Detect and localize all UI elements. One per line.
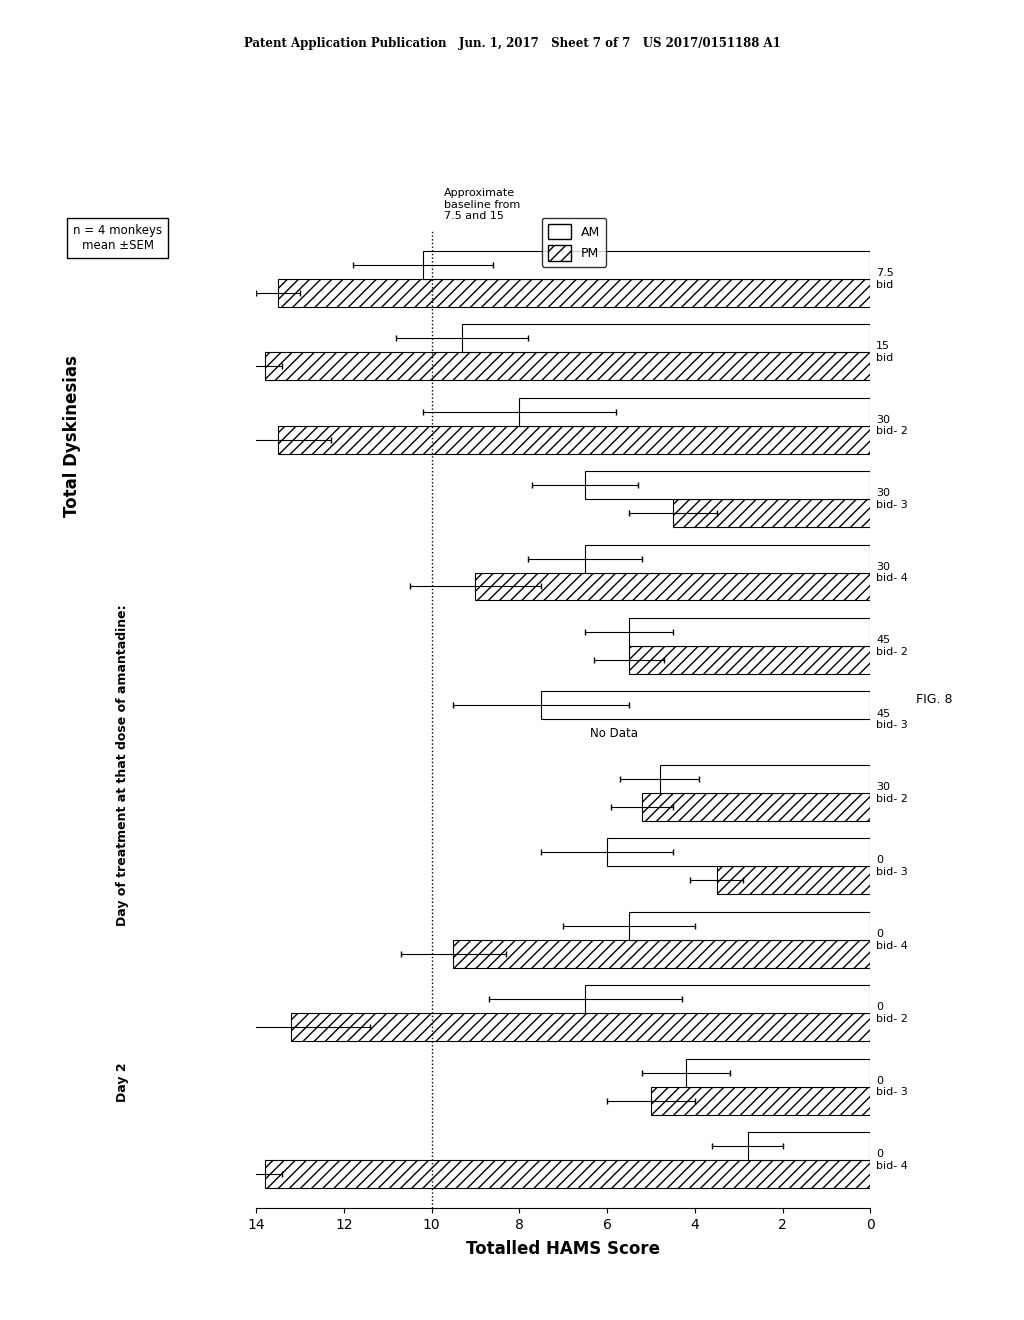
Bar bbox=[585, 985, 870, 1014]
Text: No Data: No Data bbox=[590, 727, 638, 739]
Bar bbox=[673, 499, 870, 527]
Bar bbox=[278, 279, 870, 306]
Text: Total Dyskinesias: Total Dyskinesias bbox=[62, 355, 81, 516]
Text: Day of treatment at that dose of amantadine:: Day of treatment at that dose of amantad… bbox=[117, 605, 129, 927]
Bar bbox=[651, 1086, 870, 1114]
Bar bbox=[423, 251, 870, 279]
Bar bbox=[659, 764, 870, 793]
Bar bbox=[629, 645, 870, 675]
Bar bbox=[585, 545, 870, 573]
Bar bbox=[462, 325, 870, 352]
Text: FIG. 8: FIG. 8 bbox=[916, 693, 953, 706]
Bar bbox=[454, 940, 870, 968]
Bar bbox=[278, 425, 870, 454]
Bar bbox=[475, 573, 870, 601]
Text: Day 2: Day 2 bbox=[117, 1063, 129, 1102]
Bar bbox=[542, 692, 870, 719]
Bar bbox=[265, 352, 870, 380]
Text: Approximate
baseline from
7.5 and 15: Approximate baseline from 7.5 and 15 bbox=[443, 187, 520, 222]
Bar bbox=[642, 793, 870, 821]
Text: Patent Application Publication   Jun. 1, 2017   Sheet 7 of 7   US 2017/0151188 A: Patent Application Publication Jun. 1, 2… bbox=[244, 37, 780, 50]
Bar bbox=[629, 912, 870, 940]
Text: n = 4 monkeys
mean ±SEM: n = 4 monkeys mean ±SEM bbox=[73, 223, 163, 252]
Bar bbox=[519, 397, 870, 425]
Bar bbox=[265, 1160, 870, 1188]
Legend: AM, PM: AM, PM bbox=[542, 218, 606, 267]
Bar bbox=[629, 618, 870, 645]
Bar bbox=[686, 1059, 870, 1086]
X-axis label: Totalled HAMS Score: Totalled HAMS Score bbox=[466, 1239, 660, 1258]
Bar bbox=[291, 1014, 870, 1041]
Bar bbox=[607, 838, 870, 866]
Bar bbox=[585, 471, 870, 499]
Bar bbox=[748, 1133, 870, 1160]
Bar bbox=[717, 866, 870, 894]
